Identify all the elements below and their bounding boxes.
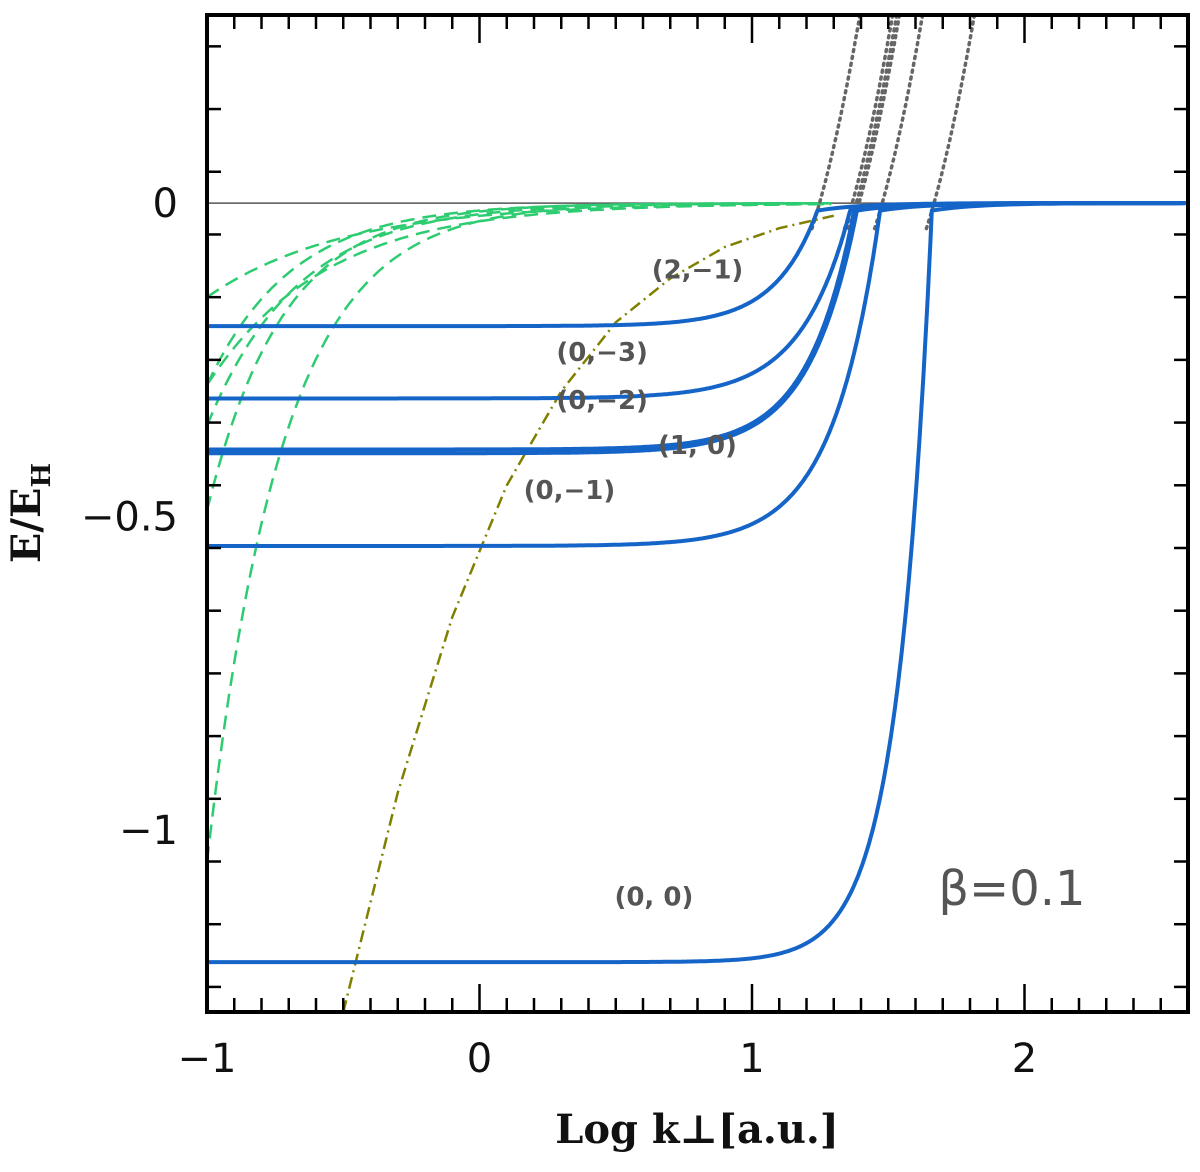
tick-labels: −1 0 1 2 0 −0.5 −1 (81, 181, 1037, 1082)
dotted-threshold-5 (924, 15, 977, 231)
dashed-asymptote-series (207, 201, 832, 861)
y-axis-title-main: E/E (3, 487, 50, 563)
curve-label--2-1-: (2,−1) (652, 255, 744, 285)
dotted-threshold-4 (872, 15, 925, 231)
dashed-asymptote-4 (207, 202, 832, 386)
dashed-asymptote-1 (207, 201, 832, 511)
x-tick-label: 1 (739, 1036, 764, 1082)
dashed-asymptote-3 (207, 201, 832, 386)
x-axis-title: Log k⊥[a.u.] (555, 1106, 839, 1153)
dash-dot-coulomb-series (342, 214, 835, 1012)
x-tick-label: 0 (467, 1036, 492, 1082)
curve-label--0-1-: (0,−1) (524, 476, 616, 506)
dotted-threshold-3 (849, 15, 902, 231)
x-tick-label: 2 (1012, 1036, 1037, 1082)
x-tick-label: −1 (178, 1036, 237, 1082)
energy-curve--0-3- (207, 201, 1183, 401)
y-axis-title-subscript: H (27, 463, 57, 488)
dotted-threshold-series (810, 15, 977, 231)
energy-curve--1-0- (207, 201, 1184, 456)
energy-curve--0-2- (207, 201, 1187, 452)
energy-curve--0-0- (207, 201, 1183, 965)
dashed-asymptote-5 (207, 202, 832, 299)
solid-energy-series (207, 201, 1187, 965)
curve-labels: (0, 0) (0,−1) (1, 0) (0,−2) (0,−3) (2,−1) (524, 255, 744, 912)
y-tick-label: 0 (153, 181, 178, 227)
curve-label--1-0-: (1, 0) (658, 431, 737, 461)
curve-label--0-0-: (0, 0) (614, 882, 693, 912)
y-axis-title: E/EH (3, 463, 57, 563)
svg-text:E/EH: E/EH (3, 463, 57, 563)
plot-area (207, 15, 1188, 1012)
beta-annotation: β=0.1 (938, 861, 1085, 917)
curve-label--0-2-: (0,−2) (556, 386, 648, 416)
coulomb-limit-curve (342, 214, 835, 1012)
dashed-asymptote-0 (207, 202, 832, 861)
plot-frame (205, 13, 1190, 1014)
y-tick-label: −1 (119, 808, 178, 854)
curve-label--0-3-: (0,−3) (556, 338, 648, 368)
energy-curve--2-1- (207, 201, 1183, 329)
y-tick-label: −0.5 (81, 495, 178, 541)
dashed-asymptote-2 (207, 202, 832, 426)
energy-curve--0-1- (207, 201, 1186, 548)
